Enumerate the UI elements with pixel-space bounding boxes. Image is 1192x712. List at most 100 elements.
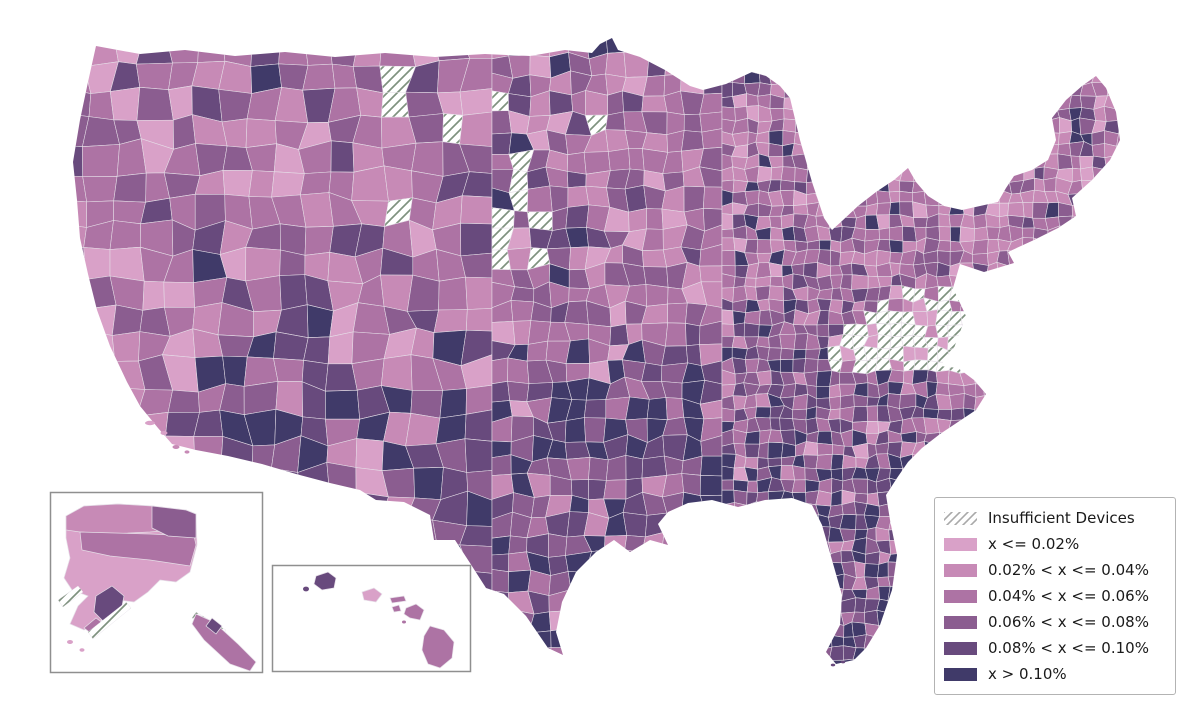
county bbox=[888, 38, 905, 50]
county bbox=[973, 226, 989, 242]
county bbox=[1008, 431, 1023, 443]
county bbox=[1095, 322, 1106, 338]
county bbox=[383, 165, 413, 202]
county bbox=[405, 91, 444, 118]
county bbox=[818, 169, 830, 182]
county bbox=[1007, 250, 1024, 267]
county bbox=[1009, 441, 1023, 459]
county bbox=[85, 461, 115, 501]
county bbox=[1105, 333, 1120, 350]
county bbox=[899, 609, 917, 626]
county bbox=[887, 624, 905, 639]
county bbox=[863, 503, 880, 517]
county bbox=[459, 544, 493, 574]
county bbox=[829, 370, 841, 387]
county bbox=[1031, 298, 1048, 313]
county bbox=[703, 76, 723, 95]
county bbox=[221, 524, 255, 553]
county bbox=[491, 590, 511, 610]
legend-swatch-bin3 bbox=[944, 589, 977, 603]
county bbox=[985, 94, 1001, 110]
legend-item: 0.08% < x <= 0.10% bbox=[944, 635, 1165, 661]
county bbox=[1067, 453, 1084, 471]
county bbox=[973, 479, 988, 493]
county bbox=[113, 172, 147, 203]
county bbox=[1021, 393, 1037, 411]
county bbox=[683, 627, 706, 648]
county bbox=[300, 629, 333, 660]
county bbox=[793, 70, 807, 83]
county bbox=[1082, 57, 1097, 75]
county bbox=[755, 262, 772, 279]
county bbox=[903, 539, 916, 555]
county bbox=[996, 38, 1011, 50]
county bbox=[780, 359, 794, 373]
county bbox=[768, 72, 785, 86]
county bbox=[666, 568, 688, 597]
county bbox=[819, 239, 832, 251]
county bbox=[603, 590, 628, 615]
county bbox=[1019, 97, 1035, 109]
county bbox=[816, 370, 833, 387]
county bbox=[779, 657, 793, 664]
county bbox=[1032, 262, 1047, 277]
county bbox=[791, 635, 806, 649]
county bbox=[1055, 442, 1073, 459]
county bbox=[875, 647, 893, 663]
county bbox=[548, 610, 572, 632]
county bbox=[1046, 430, 1058, 447]
county bbox=[853, 71, 866, 86]
county bbox=[1079, 335, 1097, 349]
county bbox=[971, 322, 985, 336]
county bbox=[603, 479, 627, 500]
county bbox=[622, 647, 647, 664]
county bbox=[925, 71, 940, 86]
county bbox=[1115, 59, 1120, 71]
county bbox=[854, 597, 867, 613]
county bbox=[791, 657, 809, 664]
county bbox=[875, 527, 890, 542]
county bbox=[302, 495, 331, 527]
county bbox=[1034, 418, 1048, 433]
county bbox=[1080, 453, 1093, 470]
county bbox=[1043, 38, 1060, 50]
county bbox=[721, 528, 735, 542]
county bbox=[769, 517, 785, 529]
county bbox=[887, 586, 903, 602]
county bbox=[852, 154, 868, 171]
county bbox=[565, 645, 591, 664]
county bbox=[1009, 357, 1024, 373]
county bbox=[876, 177, 890, 193]
county bbox=[607, 90, 624, 116]
county bbox=[549, 90, 573, 116]
county bbox=[793, 333, 809, 350]
county bbox=[984, 333, 999, 347]
county bbox=[627, 590, 647, 612]
county bbox=[816, 585, 833, 603]
county bbox=[1045, 371, 1060, 385]
county bbox=[855, 118, 868, 134]
county bbox=[491, 207, 515, 229]
county bbox=[888, 239, 904, 254]
county bbox=[792, 408, 807, 421]
county bbox=[73, 416, 93, 444]
county bbox=[703, 55, 723, 78]
county bbox=[1071, 298, 1084, 315]
county bbox=[744, 310, 761, 326]
county bbox=[974, 395, 989, 410]
county bbox=[1094, 57, 1107, 75]
county bbox=[756, 38, 771, 50]
county bbox=[864, 94, 881, 110]
county bbox=[937, 131, 953, 145]
county bbox=[804, 539, 821, 553]
county bbox=[976, 465, 988, 483]
county bbox=[1046, 81, 1061, 99]
county bbox=[1056, 371, 1071, 384]
county bbox=[1071, 477, 1082, 491]
county bbox=[460, 252, 493, 279]
county bbox=[1007, 95, 1024, 110]
county bbox=[721, 38, 737, 50]
county bbox=[923, 179, 941, 193]
county bbox=[721, 465, 735, 481]
county bbox=[1069, 251, 1082, 265]
